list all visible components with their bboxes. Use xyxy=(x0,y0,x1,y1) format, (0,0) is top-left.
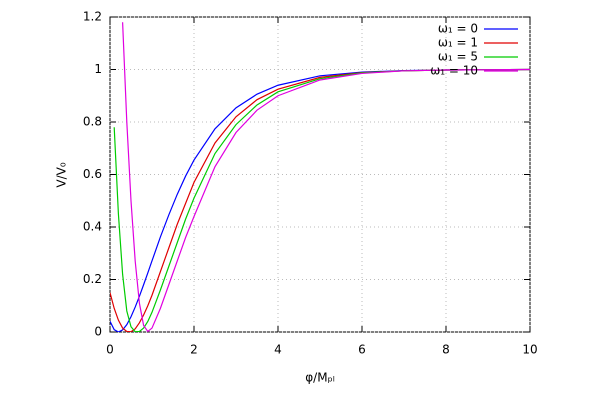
series-line xyxy=(122,22,530,332)
series-line xyxy=(113,68,530,332)
x-tick-label: 8 xyxy=(442,343,450,357)
x-tick-label: 4 xyxy=(274,343,282,357)
x-tick-label: 2 xyxy=(190,343,198,357)
y-tick-label: 0 xyxy=(94,325,102,339)
y-tick-label: 0.4 xyxy=(83,220,102,234)
x-tick-label: 10 xyxy=(522,343,537,357)
series-line xyxy=(110,68,530,332)
x-tick-label: 0 xyxy=(106,343,114,357)
y-tick-label: 0.8 xyxy=(83,115,102,129)
y-tick-label: 1 xyxy=(94,62,102,76)
y-axis-label: V/V₀ xyxy=(55,162,69,187)
series-line xyxy=(110,68,530,332)
legend-label: ω₁ = 10 xyxy=(430,64,478,78)
x-tick-label: 6 xyxy=(358,343,366,357)
legend-label: ω₁ = 1 xyxy=(438,36,478,50)
y-tick-label: 1.2 xyxy=(83,10,102,24)
legend-label: ω₁ = 5 xyxy=(438,50,478,64)
legend-label: ω₁ = 0 xyxy=(438,22,478,36)
y-tick-label: 0.6 xyxy=(83,167,102,181)
y-tick-label: 0.2 xyxy=(83,272,102,286)
x-axis-label: φ/Mₚₗ xyxy=(305,371,334,385)
